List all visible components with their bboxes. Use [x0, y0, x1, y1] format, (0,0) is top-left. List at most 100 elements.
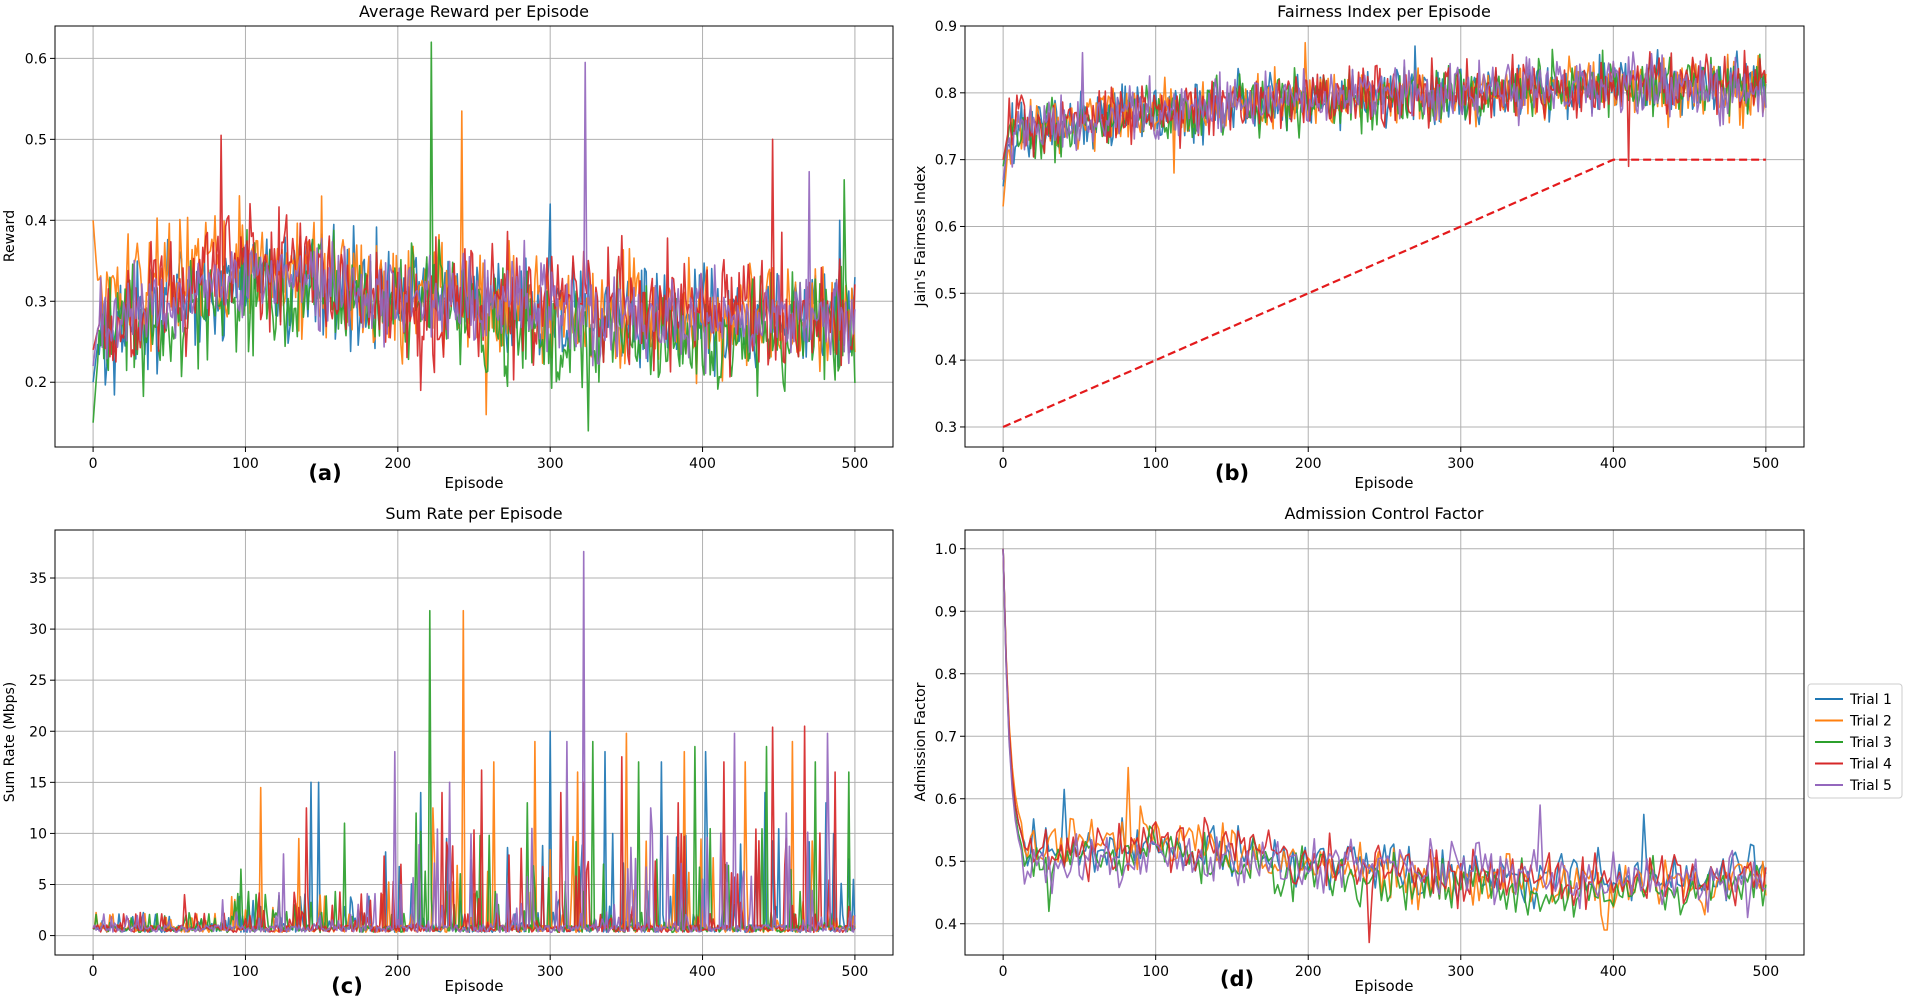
x-axis-label: Episode [445, 474, 504, 492]
legend-label-4: Trial 4 [1849, 757, 1892, 773]
legend-box [1807, 683, 1903, 799]
x-tick-label: 300 [537, 964, 564, 980]
y-tick-label: 0.5 [935, 286, 957, 302]
x-tick-label: 200 [1295, 456, 1322, 472]
y-tick-label: 0.3 [935, 420, 957, 436]
panel-fairness-index: Fairness Index per Episode 0 100 200 300 400… [913, 2, 1805, 492]
series-line-trial-4 [1002, 49, 1767, 168]
x-axis: 0 100 200 300 400 500 [999, 447, 1779, 472]
x-tick-label: 500 [842, 456, 869, 472]
x-tick-label: 400 [689, 456, 716, 472]
x-tick-label: 400 [689, 964, 716, 980]
y-tick-label: 15 [29, 775, 47, 791]
chart-title: Average Reward per Episode [359, 2, 589, 21]
x-tick-label: 100 [1142, 964, 1169, 980]
y-tick-label: 25 [29, 673, 47, 689]
x-tick-label: 300 [1447, 964, 1474, 980]
y-tick-label: 0.4 [935, 917, 957, 933]
legend-label-3: Trial 3 [1849, 735, 1892, 751]
series-line-trial-5 [1002, 51, 1767, 180]
x-tick-label: 500 [842, 964, 869, 980]
y-tick-label: 0.2 [25, 375, 47, 391]
series-line-trial-5 [92, 61, 856, 375]
y-tick-label: 0.4 [935, 353, 957, 369]
series-group [1002, 548, 1767, 944]
y-tick-label: 0.5 [25, 132, 47, 148]
y-axis-label: Admission Factor [913, 682, 929, 801]
x-axis: 0 100 200 300 400 500 [89, 447, 869, 472]
legend-label-2: Trial 2 [1849, 714, 1892, 730]
legend-label-5: Trial 5 [1849, 778, 1892, 794]
panel-average-reward: Average Reward per Episode 0 100 200 300 400… [2, 2, 894, 492]
x-tick-label: 200 [1295, 964, 1322, 980]
y-tick-label: 0.4 [25, 213, 47, 229]
y-tick-label: 10 [29, 826, 47, 842]
x-tick-label: 500 [1752, 456, 1779, 472]
y-tick-label: 0.9 [935, 604, 957, 620]
y-tick-label: 0.6 [935, 792, 957, 808]
x-axis-label: Episode [445, 977, 504, 995]
x-axis: 0 100 200 300 400 500 [999, 955, 1779, 980]
y-axis: 0 5 10 15 20 25 30 35 [29, 571, 55, 945]
y-axis: 0.4 0.5 0.6 0.7 0.8 0.9 1.0 [935, 542, 965, 933]
y-tick-label: 0.5 [935, 854, 957, 870]
series-group [92, 41, 856, 432]
y-tick-label: 0.6 [935, 219, 957, 235]
plot-frame [964, 25, 1805, 448]
plot-frame [964, 529, 1805, 956]
panel-label: (a) [308, 461, 341, 485]
x-tick-label: 0 [89, 456, 98, 472]
x-axis: 0 100 200 300 400 500 [89, 955, 869, 980]
plot-frame [54, 25, 894, 448]
series-group [1002, 41, 1767, 429]
x-tick-label: 0 [999, 456, 1008, 472]
x-tick-label: 0 [89, 964, 98, 980]
panel-sum-rate: Sum Rate per Episode 0 100 200 300 400 500 0 5… [2, 504, 894, 998]
y-axis-label: Reward [2, 210, 18, 262]
y-tick-label: 0.3 [25, 294, 47, 310]
y-tick-label: 0.6 [25, 51, 47, 67]
target-fairness-line [1002, 158, 1766, 429]
x-tick-label: 0 [999, 964, 1008, 980]
series-line-trial-5 [92, 550, 856, 934]
x-tick-label: 100 [232, 964, 259, 980]
x-tick-label: 100 [1142, 456, 1169, 472]
series-group [92, 550, 856, 934]
chart-title: Fairness Index per Episode [1277, 2, 1491, 21]
y-tick-label: 5 [38, 878, 47, 894]
grid [965, 530, 1804, 955]
legend-label-1: Trial 1 [1849, 692, 1892, 708]
panel-label: (c) [331, 974, 363, 998]
y-tick-label: 0 [38, 929, 47, 945]
x-tick-label: 300 [537, 456, 564, 472]
x-tick-label: 400 [1600, 456, 1627, 472]
chart-title: Admission Control Factor [1285, 504, 1484, 523]
legend: Trial 1 Trial 2 Trial 3 Trial 4 Trial 5 [1807, 683, 1903, 799]
grid [55, 26, 893, 447]
panel-admission-factor: Admission Control Factor 0 100 200 300 400 50… [913, 504, 1805, 995]
panel-label: (d) [1220, 967, 1254, 991]
x-tick-label: 500 [1752, 964, 1779, 980]
x-tick-label: 300 [1447, 456, 1474, 472]
y-tick-label: 35 [29, 571, 47, 587]
chart-title: Sum Rate per Episode [385, 504, 562, 523]
y-tick-label: 0.9 [935, 19, 957, 35]
x-tick-label: 100 [232, 456, 259, 472]
y-axis: 0.3 0.4 0.5 0.6 0.7 0.8 0.9 [935, 19, 965, 436]
x-tick-label: 400 [1600, 964, 1627, 980]
panel-label: (b) [1215, 461, 1249, 485]
x-tick-label: 200 [384, 964, 411, 980]
y-tick-label: 20 [29, 724, 47, 740]
y-tick-label: 0.8 [935, 667, 957, 683]
y-axis-label: Jain's Fairness Index [913, 166, 929, 308]
series-line-trial-5 [1002, 548, 1767, 919]
x-tick-label: 200 [384, 456, 411, 472]
y-tick-label: 30 [29, 622, 47, 638]
x-axis-label: Episode [1355, 474, 1414, 492]
x-axis-label: Episode [1355, 977, 1414, 995]
y-axis-label: Sum Rate (Mbps) [2, 682, 18, 802]
y-axis: 0.2 0.3 0.4 0.5 0.6 [25, 51, 55, 391]
y-tick-label: 0.8 [935, 86, 957, 102]
y-tick-label: 0.7 [935, 729, 957, 745]
